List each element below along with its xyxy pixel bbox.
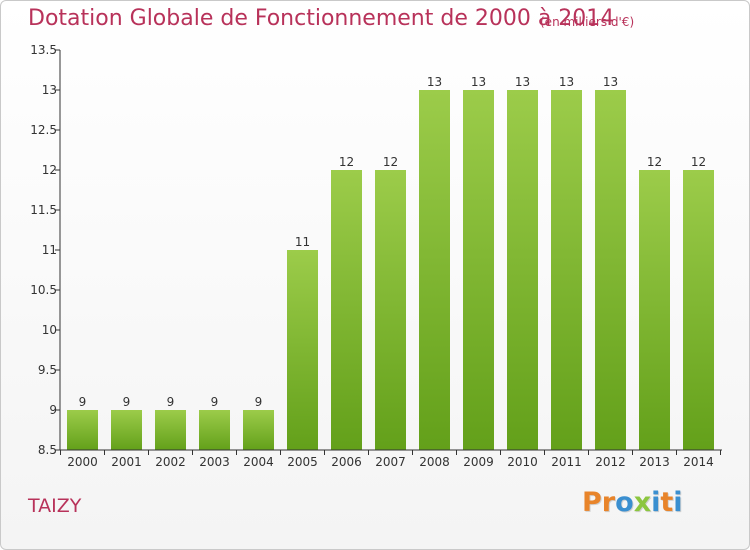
x-tick-label-2005: 2005 — [287, 455, 318, 469]
x-tick-label-2006: 2006 — [331, 455, 362, 469]
y-tick-label: 12 — [42, 163, 57, 177]
bar-2011 — [551, 90, 582, 450]
x-tick-label-2008: 2008 — [419, 455, 450, 469]
bar-2006 — [331, 170, 362, 450]
bar-2010 — [507, 90, 538, 450]
data-label-2010: 13 — [515, 75, 530, 89]
brand-logo: Proxiti — [582, 487, 683, 518]
data-label-2009: 13 — [471, 75, 486, 89]
data-label-2003: 9 — [211, 395, 219, 409]
data-label-2012: 13 — [603, 75, 618, 89]
bar-2007 — [375, 170, 406, 450]
x-tick-label-2010: 2010 — [507, 455, 538, 469]
x-tick-label-2014: 2014 — [683, 455, 714, 469]
bars-layer: 9 9 9 9 9 11 12 12 13 13 13 13 13 12 12 — [67, 75, 714, 450]
y-tick-label: 11.5 — [30, 203, 57, 217]
x-tick-label-2009: 2009 — [463, 455, 494, 469]
bar-2003 — [199, 410, 230, 450]
data-label-2004: 9 — [255, 395, 263, 409]
data-label-2014: 12 — [691, 155, 706, 169]
brand-letter: t — [660, 487, 674, 518]
x-tick-label-2003: 2003 — [199, 455, 230, 469]
y-tick-label: 9 — [49, 403, 57, 417]
brand-letter: r — [601, 487, 616, 518]
bar-2001 — [111, 410, 142, 450]
data-label-2013: 12 — [647, 155, 662, 169]
brand-letter: x — [633, 487, 652, 518]
bar-2002 — [155, 410, 186, 450]
bar-2009 — [463, 90, 494, 450]
y-tick-label: 10.5 — [30, 283, 57, 297]
y-tick-label: 9.5 — [38, 363, 57, 377]
y-tick-label: 13 — [42, 83, 57, 97]
x-tick-label-2001: 2001 — [111, 455, 142, 469]
bar-2012 — [595, 90, 626, 450]
y-tick-label: 12.5 — [30, 123, 57, 137]
data-label-2002: 9 — [167, 395, 175, 409]
data-label-2006: 12 — [339, 155, 354, 169]
bar-2014 — [683, 170, 714, 450]
y-tick-label: 8.5 — [38, 443, 57, 457]
chart-title: Dotation Globale de Fonctionnement de 20… — [28, 6, 615, 31]
x-tick-label-2011: 2011 — [551, 455, 582, 469]
axis-layer: 8.5 9 9.5 10 10.5 11 11.5 12 12.5 13 13.5 2000 2001 2… — [30, 43, 722, 469]
location-label: TAIZY — [28, 495, 82, 517]
bar-2013 — [639, 170, 670, 450]
x-tick-label-2007: 2007 — [375, 455, 406, 469]
y-tick-label: 13.5 — [30, 43, 57, 57]
bar-2004 — [243, 410, 274, 450]
chart-subtitle: (en milliers d'€) — [540, 15, 635, 29]
x-tick-label-2002: 2002 — [155, 455, 186, 469]
data-label-2000: 9 — [79, 395, 87, 409]
brand-letter: i — [651, 487, 661, 518]
brand-letter: o — [615, 487, 634, 518]
brand-letter: P — [582, 487, 602, 518]
bar-2008 — [419, 90, 450, 450]
data-label-2001: 9 — [123, 395, 131, 409]
bar-2005 — [287, 250, 318, 450]
x-tick-label-2000: 2000 — [67, 455, 98, 469]
y-tick-label: 10 — [42, 323, 57, 337]
brand-letter: i — [673, 487, 683, 518]
data-label-2007: 12 — [383, 155, 398, 169]
data-label-2005: 11 — [295, 235, 310, 249]
data-label-2011: 13 — [559, 75, 574, 89]
y-tick-label: 11 — [42, 243, 57, 257]
x-tick-label-2013: 2013 — [639, 455, 670, 469]
x-tick-label-2004: 2004 — [243, 455, 274, 469]
x-tick-label-2012: 2012 — [595, 455, 626, 469]
data-label-2008: 13 — [427, 75, 442, 89]
bar-2000 — [67, 410, 98, 450]
